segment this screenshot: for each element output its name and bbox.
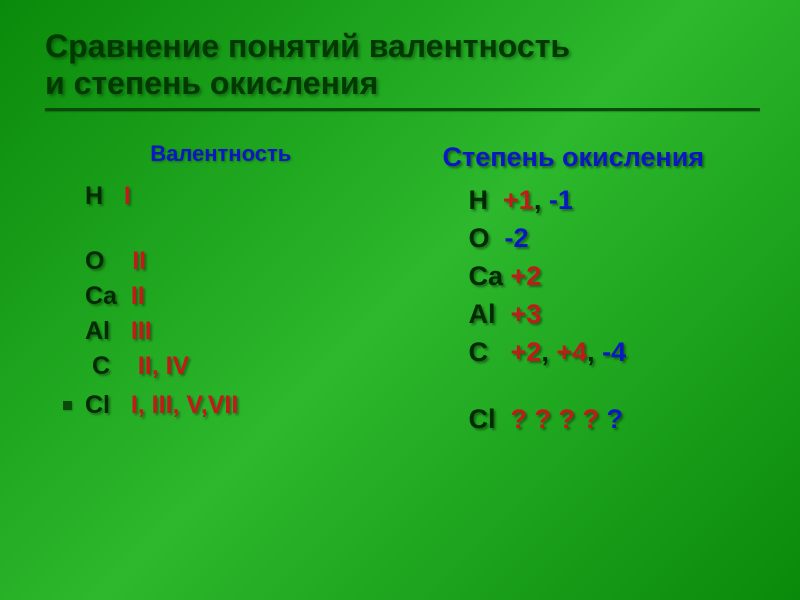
- value: II: [132, 247, 146, 275]
- element-row: C II, IV: [85, 349, 397, 384]
- element-symbol: C: [85, 352, 138, 380]
- value: +3: [511, 299, 542, 329]
- valency-rows: H IO IICa IIAl III C II, IVCl I, III, V,…: [45, 179, 397, 423]
- element-row: Cl I, III, V,VII: [85, 388, 397, 423]
- gap: [409, 371, 761, 401]
- value: ,: [587, 337, 602, 367]
- element-row: H I: [85, 179, 397, 214]
- element-row: C +2, +4, -4: [469, 334, 761, 372]
- value: +2: [511, 337, 542, 367]
- value: ,: [541, 337, 556, 367]
- element-symbol: C: [469, 337, 511, 367]
- value: II, IV: [138, 352, 189, 380]
- element-row: Al +3: [469, 296, 761, 334]
- element-symbol: Ca: [85, 282, 131, 310]
- valency-header: Валентность: [45, 139, 397, 170]
- element-symbol: Cl: [85, 391, 131, 419]
- element-row: Ca +2: [469, 258, 761, 296]
- value: ? ? ? ?: [511, 404, 607, 434]
- title-line-1: Сравнение понятий валентность: [45, 28, 570, 64]
- title-line-2: и степень окисления: [45, 65, 378, 101]
- columns: Валентность H IO IICa IIAl III C II, IVC…: [45, 139, 760, 440]
- value: +2: [511, 261, 542, 291]
- value: +4: [556, 337, 587, 367]
- element-symbol: O: [85, 247, 132, 275]
- value: III: [131, 317, 152, 345]
- oxidation-header: Степень окисления: [443, 139, 761, 177]
- oxidation-rows: H +1, -1O -2Ca +2Al +3C +2, +4, -4Cl ? ?…: [409, 182, 761, 439]
- value: I, III, V,VII: [131, 391, 238, 419]
- element-symbol: H: [469, 185, 504, 215]
- title-underline: [45, 108, 760, 111]
- oxidation-column: Степень окисления H +1, -1O -2Ca +2Al +3…: [409, 139, 761, 440]
- slide: Сравнение понятий валентность и степень …: [0, 0, 800, 600]
- element-symbol: H: [85, 182, 124, 210]
- value: II: [131, 282, 145, 310]
- value: ?: [607, 404, 624, 434]
- element-symbol: Cl: [469, 404, 511, 434]
- element-symbol: Ca: [469, 261, 511, 291]
- element-symbol: Al: [85, 317, 131, 345]
- element-row: Ca II: [85, 279, 397, 314]
- slide-title: Сравнение понятий валентность и степень …: [45, 28, 760, 102]
- value: +1: [503, 185, 534, 215]
- valency-column: Валентность H IO IICa IIAl III C II, IVC…: [45, 139, 397, 440]
- element-row: Cl ? ? ? ? ?: [469, 401, 761, 439]
- value: I: [124, 182, 131, 210]
- value: -2: [505, 223, 529, 253]
- element-symbol: Al: [469, 299, 511, 329]
- value: ,: [534, 185, 549, 215]
- element-row: O II: [85, 244, 397, 279]
- element-symbol: O: [469, 223, 505, 253]
- value: -1: [549, 185, 573, 215]
- gap: [45, 214, 397, 244]
- element-row: O -2: [469, 220, 761, 258]
- element-row: Al III: [85, 314, 397, 349]
- value: -4: [602, 337, 626, 367]
- element-row: H +1, -1: [469, 182, 761, 220]
